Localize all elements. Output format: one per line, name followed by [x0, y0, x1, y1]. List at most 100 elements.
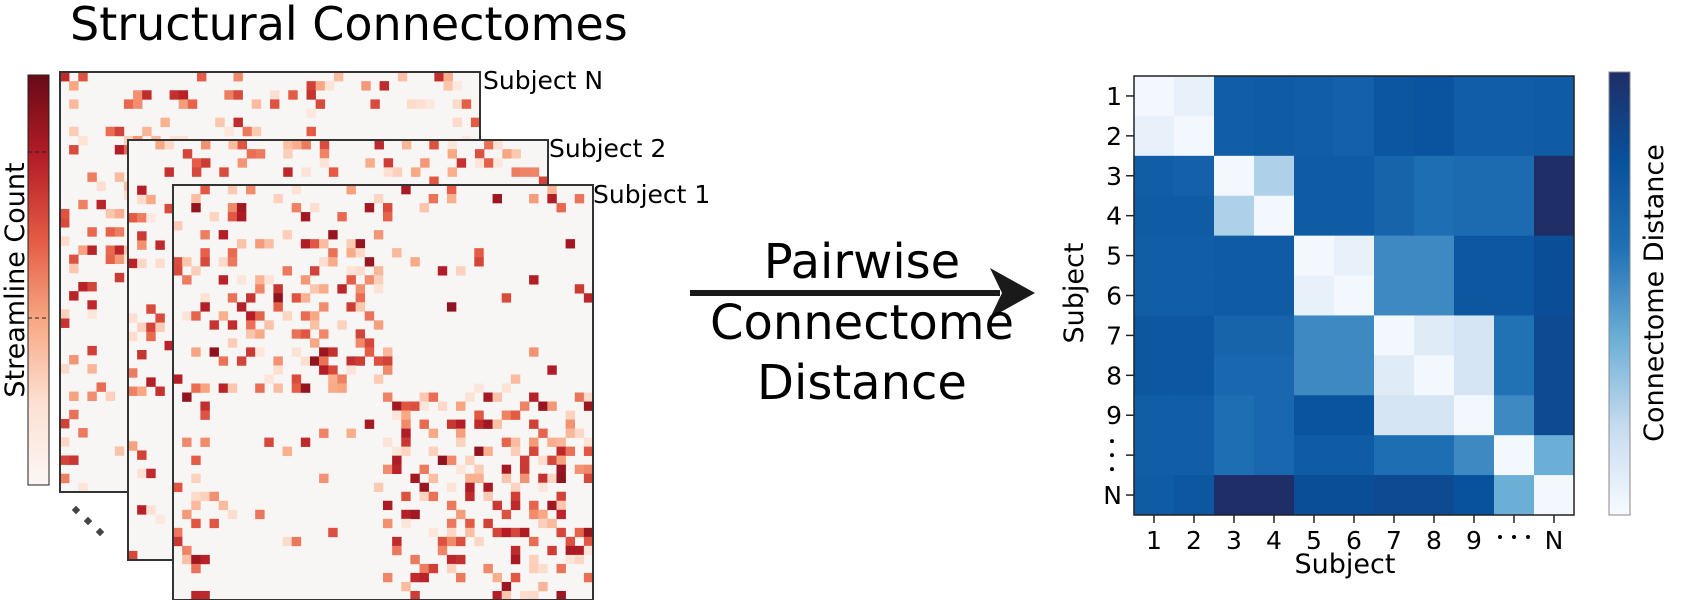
heatmap-y-tick-label: 4: [1106, 202, 1122, 231]
heatmap-cell: [1414, 115, 1455, 157]
heatmap-cell: [1294, 195, 1335, 237]
heatmap-cell: [1414, 155, 1455, 197]
heatmap-cell: [1374, 315, 1415, 356]
heatmap-cell: [1134, 195, 1175, 237]
heatmap-cell: [1214, 235, 1255, 276]
heatmap-cell: [1174, 395, 1215, 436]
heatmap-y-tick-label: 8: [1106, 361, 1122, 390]
heatmap-y-tick-label: 9: [1106, 401, 1122, 430]
heatmap-x-tick-label: 7: [1386, 526, 1402, 555]
heatmap-cell: [1294, 115, 1335, 157]
heatmap-cell: [1294, 475, 1335, 516]
heatmap-cell: [1254, 155, 1295, 197]
heatmap-cell: [1134, 435, 1175, 476]
heatmap-cell: [1174, 235, 1215, 276]
streamline-colorbar-label: Streamline Count: [0, 162, 31, 397]
heatmap-cell: [1334, 155, 1375, 197]
heatmap-cell: [1534, 355, 1575, 396]
heatmap-cell: [1294, 155, 1335, 197]
stack-ellipsis: [71, 505, 105, 537]
heatmap-x-tick-label: 9: [1466, 526, 1482, 555]
heatmap-y-tick-label: 7: [1106, 321, 1122, 350]
heatmap-y-tick-label: 3: [1106, 162, 1122, 191]
heatmap-cell: [1534, 395, 1575, 436]
heatmap-cell: [1454, 475, 1495, 516]
heatmap-cell: [1534, 115, 1575, 157]
heatmap-cell: [1214, 275, 1255, 316]
heatmap-cell: [1534, 155, 1575, 197]
heatmap-cell: [1134, 235, 1175, 276]
heatmap-cell: [1294, 315, 1335, 356]
heatmap-cell: [1214, 155, 1255, 197]
heatmap-cell: [1134, 155, 1175, 197]
heatmap-cell: [1334, 435, 1375, 476]
heatmap-cell: [1414, 195, 1455, 237]
connectome-matrix-subject-1: [172, 184, 594, 600]
heatmap-cell: [1494, 76, 1535, 117]
heatmap-cell: [1454, 235, 1495, 276]
heatmap-cell: [1134, 475, 1175, 516]
heatmap-cell: [1534, 435, 1575, 476]
heatmap-cell: [1454, 195, 1495, 237]
distance-colorbar: [1608, 71, 1631, 516]
heatmap-cell: [1414, 395, 1455, 436]
heatmap-x-tick-label: 2: [1186, 526, 1202, 555]
heatmap-cell: [1494, 195, 1535, 237]
heatmap-cell: [1134, 275, 1175, 316]
heatmap-cell: [1174, 155, 1215, 197]
heatmap-cell: [1374, 235, 1415, 276]
heatmap-cell: [1254, 395, 1295, 436]
heatmap-cell: [1494, 395, 1535, 436]
heatmap-cell: [1254, 76, 1295, 117]
heatmap-cell: [1334, 355, 1375, 396]
heatmap-cell: [1374, 395, 1415, 436]
heatmap-cell: [1414, 315, 1455, 356]
heatmap-cell: [1294, 275, 1335, 316]
heatmap-y-tick-label: 6: [1106, 282, 1122, 311]
heatmap-cell: [1414, 275, 1455, 316]
connectome-stack: [59, 71, 594, 600]
heatmap-y-tick-label: 5: [1106, 242, 1122, 271]
heatmap-cell: [1494, 115, 1535, 157]
heatmap-cell: [1214, 115, 1255, 157]
heatmap-cell: [1534, 275, 1575, 316]
heatmap-cell: [1174, 115, 1215, 157]
heatmap-cell: [1454, 155, 1495, 197]
heatmap-cell: [1374, 355, 1415, 396]
heatmap-cell: [1494, 355, 1535, 396]
heatmap-cell: [1294, 395, 1335, 436]
heatmap-cell: [1414, 435, 1455, 476]
heatmap-x-tick-label: 5: [1306, 526, 1322, 555]
heatmap-cell: [1494, 235, 1535, 276]
heatmap-cell: [1374, 115, 1415, 157]
heatmap-cell: [1134, 115, 1175, 157]
heatmap-x-tick-label: 6: [1346, 526, 1362, 555]
heatmap-cell: [1374, 195, 1415, 237]
heatmap-cell: [1454, 435, 1495, 476]
heatmap-cell: [1254, 275, 1295, 316]
heatmap-cell: [1494, 315, 1535, 356]
heatmap-cell: [1494, 435, 1535, 476]
heatmap-cell: [1454, 76, 1495, 117]
heatmap-cell: [1414, 475, 1455, 516]
heatmap-cell: [1294, 76, 1335, 117]
heatmap-cell: [1254, 355, 1295, 396]
heatmap-cell: [1334, 395, 1375, 436]
heatmap-cell: [1374, 475, 1415, 516]
heatmap-x-tick-label: 8: [1426, 526, 1442, 555]
heatmap-cell: [1334, 475, 1375, 516]
arrow-label-line-1: Pairwise: [764, 234, 960, 290]
arrow-label-line-2: Connectome: [710, 295, 1014, 351]
heatmap-y-tick-label: 2: [1106, 122, 1122, 151]
heatmap-cell: [1334, 195, 1375, 237]
heatmap-cell: [1534, 475, 1575, 516]
heatmap-cell: [1174, 315, 1215, 356]
distance-heatmap: [1133, 75, 1575, 516]
pairwise-arrow: [690, 268, 1035, 318]
heatmap-y-tick-label: 1: [1106, 82, 1122, 111]
subject-1-label: Subject 1: [593, 180, 710, 209]
heatmap-cell: [1454, 315, 1495, 356]
heatmap-cell: [1214, 435, 1255, 476]
heatmap-cell: [1174, 475, 1215, 516]
